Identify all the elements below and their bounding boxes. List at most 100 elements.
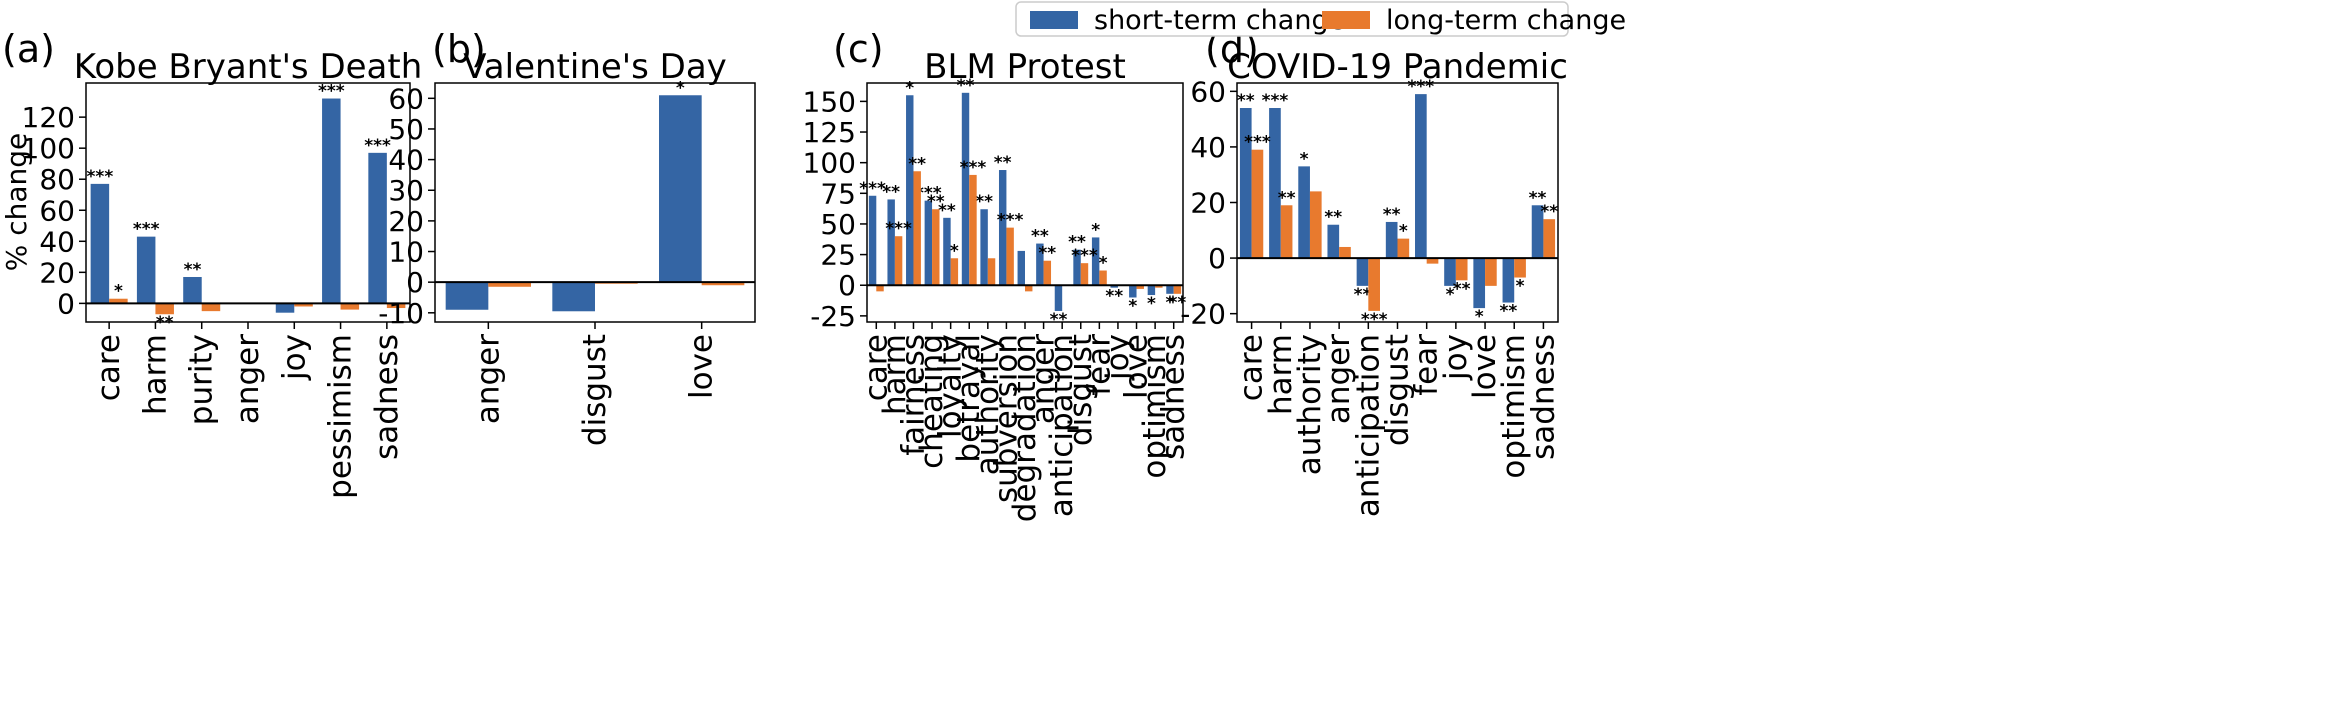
chart-title: COVID-19 Pandemic (1227, 47, 1568, 87)
y-tick-label: 0 (1208, 242, 1226, 275)
significance-label: * (1475, 307, 1484, 327)
long-term-bar-care (876, 285, 884, 292)
significance-label: ** (1169, 293, 1187, 313)
short-term-bar-fairness (906, 95, 914, 286)
x-tick-label-sadness: sadness (1525, 334, 1561, 460)
x-tick-label-authority: authority (1292, 334, 1328, 475)
significance-label: * (1166, 293, 1175, 313)
significance-label: ** (1050, 310, 1068, 330)
long-term-bar-optimism (1514, 258, 1526, 278)
significance-label: * (1147, 294, 1156, 314)
significance-label: * (1399, 222, 1408, 242)
significance-label: ** (882, 182, 900, 202)
long-term-bar-betrayal (969, 174, 977, 286)
short-term-bar-care (868, 195, 877, 286)
significance-label: *** (885, 219, 912, 239)
y-tick-label: 60 (1190, 75, 1226, 108)
long-term-bar-fear (1099, 270, 1107, 286)
y-tick-label: 25 (820, 239, 856, 272)
long-term-bar-loyalty (950, 258, 959, 286)
x-tick-label-harm: harm (877, 334, 913, 415)
significance-label: ** (1499, 302, 1517, 322)
x-tick-label-fear: fear (1081, 334, 1117, 396)
y-tick-label: 20 (388, 205, 424, 238)
significance-label: *** (1262, 91, 1289, 111)
x-tick-label-loyalty: loyalty (933, 334, 969, 438)
y-tick-label: 50 (820, 208, 856, 241)
long-term-bar-optimism (1155, 285, 1163, 288)
x-tick-label-joy: joy (276, 334, 312, 381)
y-tick-label: 80 (39, 163, 75, 196)
short-term-bar-anger (1327, 224, 1340, 259)
long-term-bar-harm (155, 303, 174, 315)
long-term-bar-harm (894, 236, 903, 286)
short-term-bar-care (90, 183, 110, 304)
y-tick-label: 20 (39, 256, 75, 289)
x-tick-label-subversion: subversion (988, 334, 1024, 503)
chart-title: BLM Protest (924, 47, 1126, 87)
significance-label: ** (1383, 205, 1401, 225)
significance-label: *** (1361, 310, 1388, 330)
y-tick-label: 0 (406, 266, 424, 299)
y-tick-label: 20 (1190, 187, 1226, 220)
short-term-bar-betrayal (961, 92, 970, 286)
x-tick-label-anticipation: anticipation (1044, 334, 1080, 517)
x-tick-label-care: care (1234, 334, 1270, 401)
x-tick-label-degradation: degradation (1007, 334, 1043, 522)
significance-label: ** (975, 192, 993, 212)
y-tick-label: 50 (388, 113, 424, 146)
long-term-bar-sadness (1543, 219, 1556, 259)
long-term-bar-love (1136, 285, 1144, 289)
legend-swatch-long (1322, 11, 1370, 29)
short-term-bar-anticipation (1054, 285, 1063, 311)
x-tick-label-love: love (1467, 334, 1503, 399)
significance-label: ** (1529, 188, 1547, 208)
significance-label: * (1446, 285, 1455, 305)
x-tick-label-love: love (1119, 334, 1155, 399)
significance-label: ** (1068, 233, 1086, 253)
significance-label: ** (1038, 244, 1056, 264)
significance-label: * (1300, 149, 1309, 169)
long-term-bar-care (109, 298, 128, 304)
panel-a: (a) Kobe Bryant's Death*****************0… (2, 27, 422, 499)
long-term-bar-authority (987, 258, 996, 286)
significance-label: ** (908, 154, 926, 174)
y-tick-label: 100 (22, 132, 75, 165)
long-term-bar-joy (1455, 258, 1468, 281)
short-term-bar-care (1239, 108, 1252, 259)
significance-label: *** (1244, 133, 1271, 153)
y-tick-label: 100 (803, 147, 856, 180)
x-tick-label-joy: joy (1438, 334, 1474, 381)
x-tick-label-disgust: disgust (1380, 334, 1416, 446)
x-tick-label-care: care (91, 334, 127, 401)
long-term-bar-joy (294, 303, 313, 307)
short-term-bar-fear (1091, 237, 1100, 286)
significance-label: *** (318, 82, 345, 102)
x-tick-label-optimism: optimism (1137, 334, 1173, 479)
short-term-bar-disgust (1073, 249, 1081, 286)
short-term-bar-anticipation (1356, 258, 1369, 286)
short-term-bar-pessimism (322, 98, 341, 304)
legend: short-term change long-term change (1015, 1, 1626, 37)
significance-label: *** (1408, 77, 1435, 97)
x-tick-label-anger: anger (470, 334, 506, 424)
long-term-bar-love (1485, 258, 1497, 286)
significance-label: *** (960, 158, 987, 178)
significance-label: ** (1324, 208, 1342, 228)
significance-label: * (905, 78, 914, 98)
significance-label: * (950, 241, 959, 261)
significance-label: *** (997, 211, 1024, 231)
x-tick-label-joy: joy (1100, 334, 1136, 381)
short-term-bar-disgust (1385, 221, 1398, 259)
short-term-bar-harm (1269, 108, 1281, 259)
y-tick-label: 120 (22, 101, 75, 134)
plot-frame (85, 82, 411, 323)
panel-label: (b) (432, 27, 486, 71)
short-term-bar-fear (1415, 94, 1427, 259)
x-tick-label-anger: anger (1026, 334, 1062, 424)
y-tick-label: 40 (388, 144, 424, 177)
x-tick-label-anger: anger (1321, 334, 1357, 424)
significance-label: ** (1540, 202, 1558, 222)
significance-label: ** (1278, 188, 1296, 208)
